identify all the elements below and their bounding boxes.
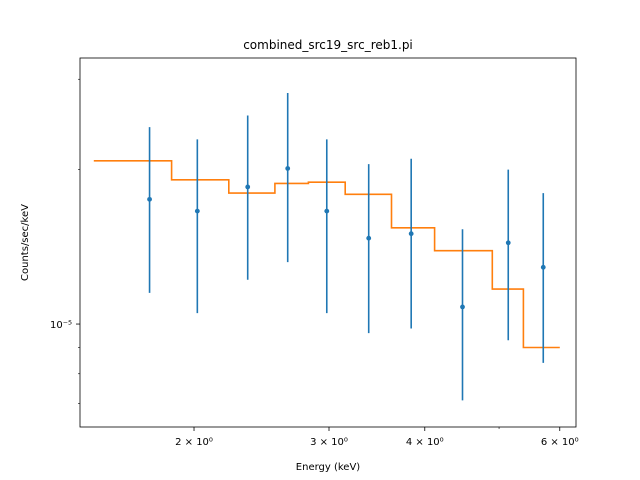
y-tick-label: 10⁻⁵: [50, 320, 72, 331]
data-point: [245, 184, 251, 190]
data-point: [505, 240, 511, 246]
x-axis-label: Energy (keV): [296, 462, 361, 473]
data-point: [147, 196, 152, 202]
x-tick-label: 3 × 10⁰: [310, 437, 348, 448]
data-point: [540, 264, 546, 270]
x-tick-label: 4 × 10⁰: [406, 437, 444, 448]
plot-frame: [79, 57, 577, 428]
y-axis-label: Counts/sec/keV: [20, 204, 31, 281]
x-tick-label: 6 × 10⁰: [541, 437, 579, 448]
data-point: [285, 166, 291, 171]
plot-area: [93, 93, 560, 401]
model-step-line: [93, 160, 560, 349]
data-point: [460, 304, 465, 310]
data-point: [324, 208, 330, 214]
data-point: [194, 208, 200, 214]
data-point: [366, 235, 372, 241]
data-point: [408, 231, 414, 237]
x-tick-label: 2 × 10⁰: [175, 437, 213, 448]
chart-title: combined_src19_src_reb1.pi: [243, 38, 413, 52]
